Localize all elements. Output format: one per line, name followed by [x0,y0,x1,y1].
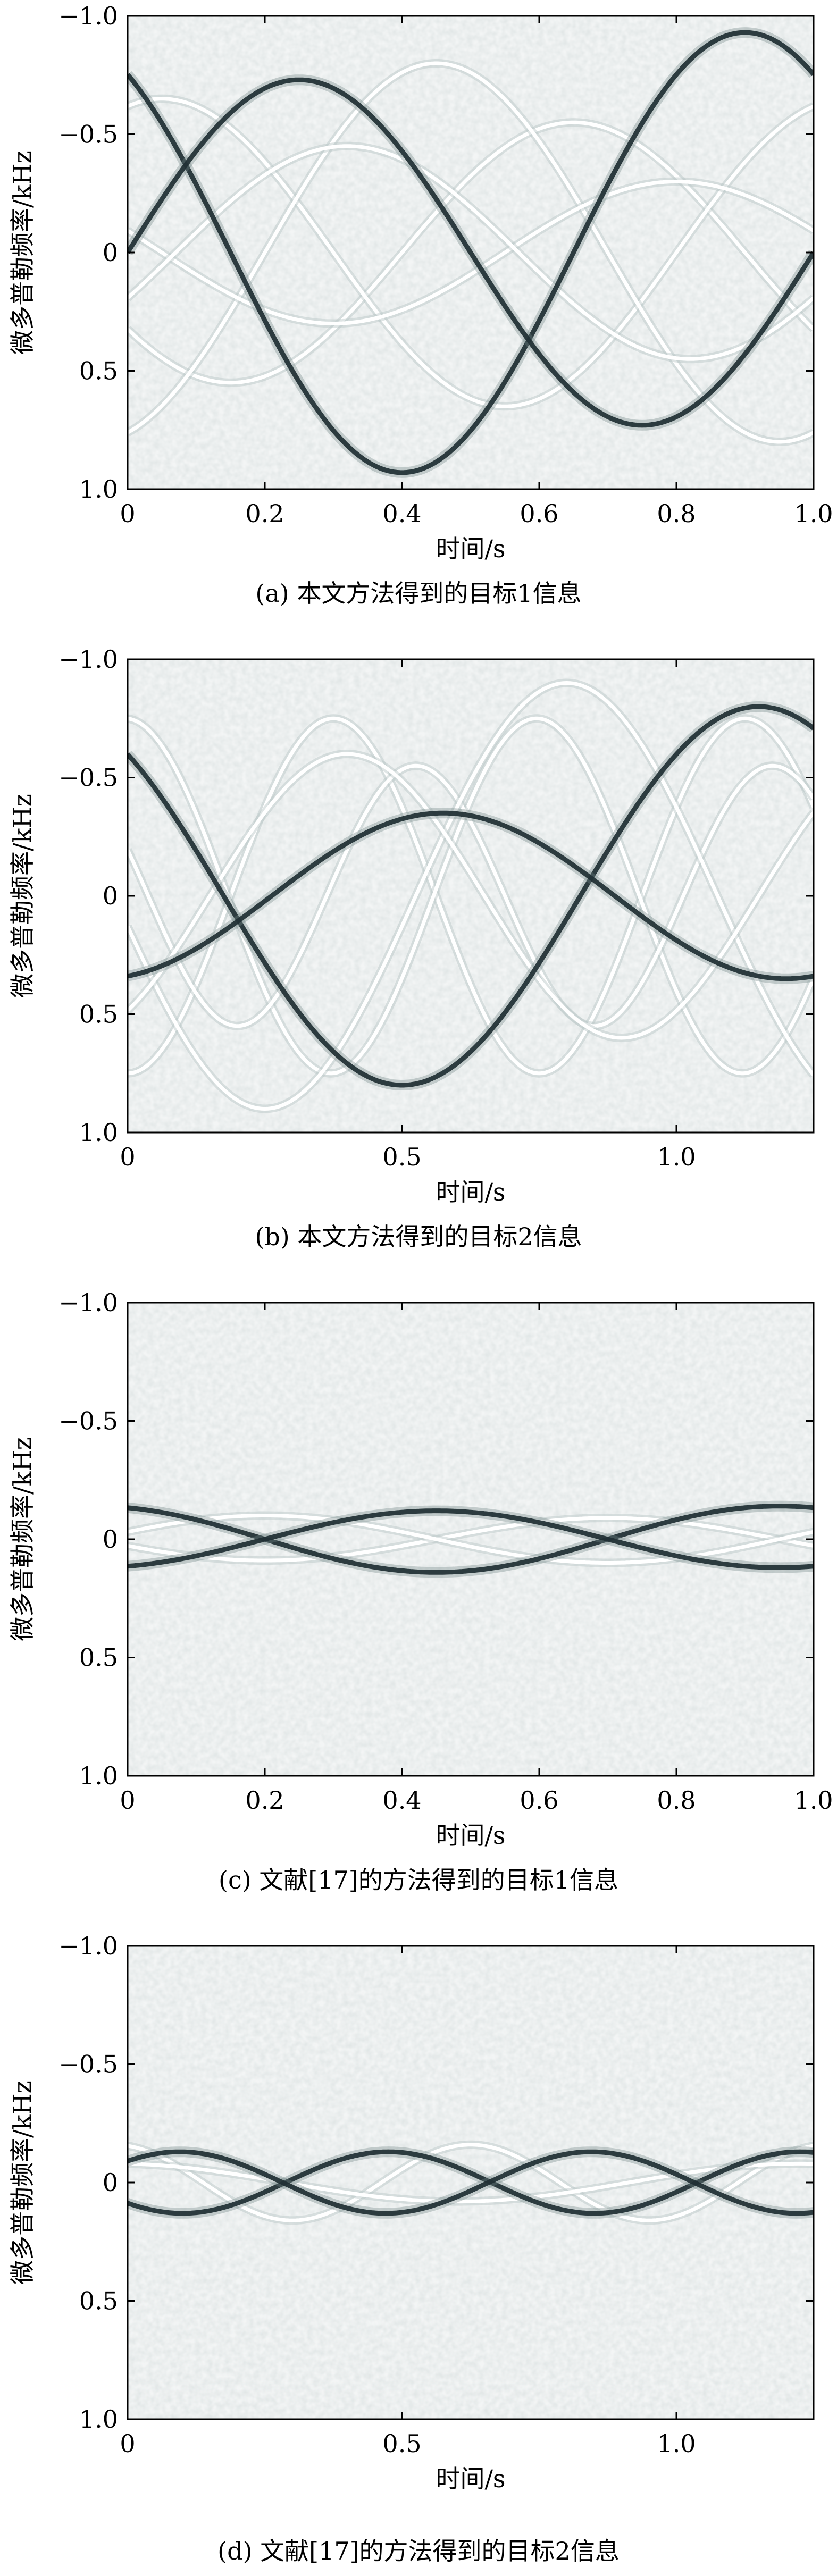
y-tick-label: 0 [103,1525,118,1554]
ghost-ridge [128,61,814,444]
chart-a: −1.0−0.500.51.00 0.2 0.4 0.6 0.8 1.0时间/s微多普勒频… [8,2,833,563]
ghost-ridge [128,120,814,385]
y-tick-label: 0.5 [79,2287,118,2315]
curve-group [128,2140,814,2225]
y-tick-label: 0 [103,882,118,910]
chart-c: −1.0−0.500.51.00 0.2 0.4 0.6 0.8 1.0时间/s微多普勒频… [8,1288,833,1850]
y-tick-label: 0.5 [79,1643,118,1672]
y-tick-label: 1.0 [79,475,118,504]
signal-ridge [128,2149,814,2216]
y-tick-label: 0.5 [79,357,118,385]
x-tick-label: 1.0 [794,1786,833,1815]
signal-ridge [128,704,814,1088]
x-axis-label: 时间/s [436,1821,505,1850]
x-tick-label: 0.2 [245,499,284,528]
x-axis-label: 时间/s [436,1178,505,1206]
ghost-ridge [128,97,814,408]
ghost-ridge [128,1514,814,1565]
x-tick-label: 0 [120,499,135,528]
y-tick-label: −1.0 [58,645,118,674]
ghost-ridge [128,2143,814,2222]
signal-ridge [128,2149,814,2216]
curve-group [128,1500,814,1578]
panel-b: −1.0 −0.5 0 0.5 1.0 0 0.5 1.0 时间/s 微多普勒频率/kHz (b)… [0,643,837,1287]
y-tick-label: 0.5 [79,1000,118,1029]
x-tick-label: 0.8 [657,499,696,528]
ghost-ridge [128,2161,814,2204]
panel-c: −1.0 −0.5 0 0.5 1.0 0 0.2 0.4 0.6 0.8 1.0 时间/s 微多普勒频… [0,1287,837,1930]
curve-group [128,27,814,478]
y-tick-label: 0 [103,238,118,267]
signal-ridge [128,1504,814,1575]
signal-ridge [128,30,814,475]
y-tick-label: −1.0 [58,1288,118,1317]
y-axis-label: 微多普勒频率/kHz [8,2080,37,2285]
speckle-noise [128,1946,814,2419]
caption-d: (d) 文献[17]的方法得到的目标2信息 [217,2537,620,2565]
x-tick-label: 1.0 [794,499,833,528]
x-tick-label: 0.4 [382,499,421,528]
ghost-ridge [128,716,814,1076]
y-axis-label: 微多普勒频率/kHz [8,150,37,355]
speckle-noise [128,1303,814,1776]
ghost-ridge [128,180,814,325]
signal-ridge [128,1508,814,1570]
y-tick-label: −0.5 [58,120,118,149]
y-tick-label: −1.0 [58,2,118,30]
ghost-ridge [128,716,814,1076]
y-tick-label: −1.0 [58,1932,118,1960]
x-tick-label: 0.8 [657,1786,696,1815]
y-axis-label: 微多普勒频率/kHz [8,1437,37,1641]
caption-c: (c) 文献[17]的方法得到的目标1信息 [219,1866,618,1894]
caption-b: (b) 本文方法得到的目标2信息 [255,1222,582,1251]
y-tick-label: −0.5 [58,763,118,792]
x-tick-label: 1.0 [657,2429,696,2458]
caption-a: (a) 本文方法得到的目标1信息 [255,579,582,608]
x-tick-label: 0.5 [382,2429,421,2458]
x-tick-label: 0.6 [520,1786,558,1815]
x-axis-label: 时间/s [436,534,505,563]
ghost-ridge [128,1516,814,1563]
y-tick-label: −0.5 [58,1407,118,1436]
curve-group [128,678,814,1113]
panel-a: −1.0 −0.5 0 0.5 1.0 0 0.2 0.4 0.6 0.8 1.0 时间/s 微多普勒频… [0,0,837,643]
x-axis-label: 时间/s [436,2464,505,2493]
y-tick-label: 1.0 [79,1761,118,1790]
x-tick-label: 1.0 [657,1143,696,1171]
ghost-ridge [128,752,814,1040]
x-tick-label: 0 [120,1786,135,1815]
y-tick-label: 1.0 [79,1118,118,1147]
y-tick-label: 1.0 [79,2405,118,2434]
x-tick-label: 0 [120,2429,135,2458]
x-tick-label: 0 [120,1143,135,1171]
signal-ridge [128,77,814,428]
y-axis-label: 微多普勒频率/kHz [8,794,37,998]
panel-d: −1.0 −0.5 0 0.5 1.0 0 0.5 1.0 时间/s 微多普勒频率/kHz (d)… [0,1930,837,2573]
x-tick-label: 0.5 [382,1143,421,1171]
x-tick-label: 0.4 [382,1786,421,1815]
ghost-ridge [128,144,814,361]
y-tick-label: 0 [103,2168,118,2197]
x-tick-label: 0.6 [520,499,558,528]
ghost-ridge [128,681,814,1111]
signal-ridge [128,810,814,981]
y-tick-label: −0.5 [58,2050,118,2079]
x-tick-label: 0.2 [245,1786,284,1815]
